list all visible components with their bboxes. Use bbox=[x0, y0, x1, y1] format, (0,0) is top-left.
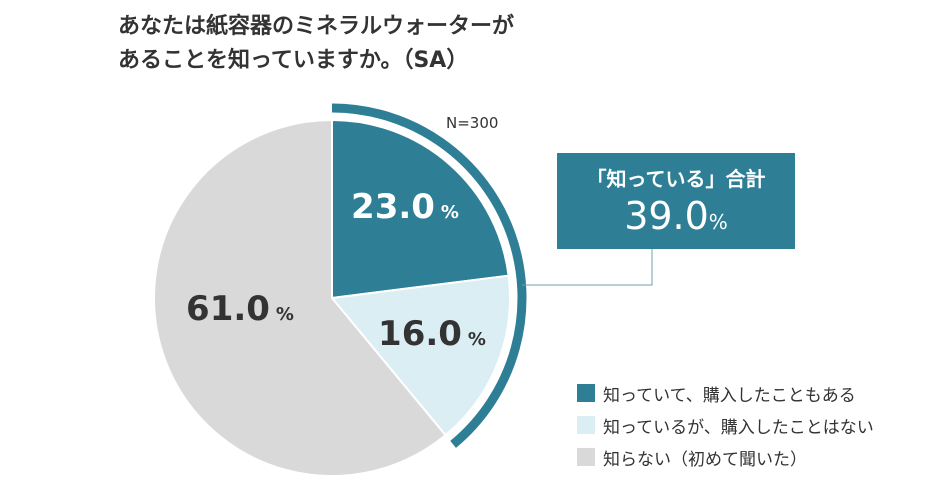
pie-slice bbox=[331, 118, 510, 300]
title-line-2: あることを知っていますか。（SA） bbox=[118, 48, 469, 73]
legend-label: 知っていて、購入したこともある bbox=[603, 385, 856, 406]
slice-label: 16.0% bbox=[378, 314, 486, 354]
callout-value: 39.0 bbox=[624, 194, 709, 238]
chart-title: あなたは紙容器のミネラルウォーターが あることを知っていますか。（SA） bbox=[118, 10, 514, 78]
pie-slice bbox=[153, 118, 447, 477]
callout-box: 「知っている」合計 39.0% bbox=[557, 153, 795, 249]
legend-item: 知っていて、購入したこともある bbox=[577, 377, 874, 409]
legend-label: 知らない（初めて聞いた） bbox=[603, 449, 807, 470]
slice-label: 61.0% bbox=[186, 289, 294, 329]
pie-slice bbox=[330, 274, 511, 437]
legend-item: 知っているが、購入したことはない bbox=[577, 409, 874, 441]
legend: 知っていて、購入したこともある 知っているが、購入したことはない 知らない（初め… bbox=[577, 377, 874, 473]
callout-label: 「知っている」合計 bbox=[586, 167, 766, 191]
slice-label: 23.0% bbox=[351, 187, 459, 227]
legend-swatch bbox=[577, 416, 595, 434]
callout-connector bbox=[522, 249, 653, 286]
legend-item: 知らない（初めて聞いた） bbox=[577, 441, 874, 473]
sample-size-note: N=300 bbox=[446, 114, 499, 132]
legend-label: 知っているが、購入したことはない bbox=[603, 417, 874, 438]
title-line-1: あなたは紙容器のミネラルウォーターが bbox=[118, 14, 515, 39]
callout-unit: % bbox=[708, 210, 728, 234]
legend-swatch bbox=[577, 384, 595, 402]
callout-arc bbox=[331, 103, 527, 448]
legend-swatch bbox=[577, 448, 595, 466]
